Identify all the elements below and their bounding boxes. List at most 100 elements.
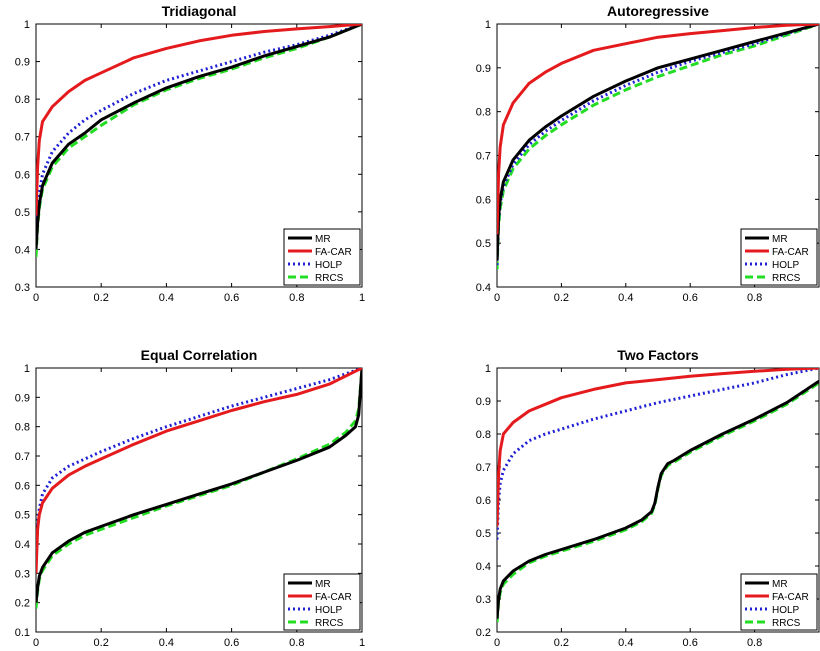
y-tick-label: 0.5 bbox=[476, 528, 491, 540]
y-tick-label: 0.5 bbox=[15, 207, 30, 219]
y-tick-label: 0.8 bbox=[476, 429, 491, 441]
plot-area bbox=[35, 367, 363, 633]
y-tick-label: 0.3 bbox=[476, 594, 491, 606]
x-tick-label: 0.8 bbox=[289, 637, 304, 649]
x-tick-label: 0.4 bbox=[159, 637, 174, 649]
chart-title: Autoregressive bbox=[607, 3, 709, 19]
legend-label: HOLP bbox=[772, 260, 800, 271]
series-line-rrcs bbox=[36, 24, 362, 257]
chart-title: Tridiagonal bbox=[162, 3, 237, 19]
y-tick-label: 0.9 bbox=[15, 392, 30, 404]
series-line-mr bbox=[497, 379, 819, 619]
legend: MR FA-CAR HOLP RRCS bbox=[740, 573, 818, 631]
legend-label: MR bbox=[772, 234, 788, 245]
series-line-fa-car bbox=[497, 24, 819, 235]
x-tick-label: 0.2 bbox=[94, 292, 109, 304]
legend-label: MR bbox=[315, 234, 331, 245]
y-tick-label: 0.1 bbox=[15, 627, 30, 639]
legend-label: FA-CAR bbox=[315, 592, 352, 603]
legend: MR FA-CAR HOLP RRCS bbox=[740, 228, 818, 286]
y-tick-label: 0.5 bbox=[15, 510, 30, 522]
x-tick-label: 0.4 bbox=[618, 637, 633, 649]
y-tick-label: 0.6 bbox=[15, 480, 30, 492]
x-tick-label: 1 bbox=[359, 292, 365, 304]
x-tick-label: 0 bbox=[494, 637, 500, 649]
y-tick-label: 0.7 bbox=[15, 132, 30, 144]
legend-label: MR bbox=[772, 579, 788, 590]
legend-label: RRCS bbox=[772, 618, 801, 629]
plot-area bbox=[35, 23, 363, 288]
chart-title: Equal Correlation bbox=[141, 347, 258, 363]
y-tick-label: 0.8 bbox=[476, 107, 491, 119]
y-tick-label: 0.7 bbox=[476, 462, 491, 474]
x-tick-label: 1 bbox=[359, 637, 365, 649]
series-line-mr bbox=[36, 368, 362, 603]
y-tick-label: 0.9 bbox=[476, 396, 491, 408]
chart-panel-2: Autoregressive 0 0.2 0.4 0.6 0.8 0.4 0.5 0.6 0.7 0… bbox=[476, 3, 820, 304]
legend-label: RRCS bbox=[315, 618, 344, 629]
legend: MR FA-CAR HOLP RRCS bbox=[283, 228, 361, 286]
y-tick-label: 0.8 bbox=[15, 94, 30, 106]
x-tick-label: 0.2 bbox=[554, 292, 569, 304]
x-tick-label: 0.2 bbox=[554, 637, 569, 649]
y-tick-label: 0.7 bbox=[15, 451, 30, 463]
y-tick-label: 0.4 bbox=[476, 561, 491, 573]
legend-label: HOLP bbox=[315, 260, 343, 271]
legend-label: FA-CAR bbox=[315, 247, 352, 258]
y-tick-label: 0.9 bbox=[476, 63, 491, 75]
series-line-fa-car bbox=[497, 368, 819, 527]
y-tick-label: 0.2 bbox=[476, 627, 491, 639]
x-tick-label: 0.6 bbox=[683, 292, 698, 304]
y-tick-label: 0.9 bbox=[15, 57, 30, 69]
series-line-fa-car bbox=[36, 368, 362, 574]
chart-title: Two Factors bbox=[617, 347, 699, 363]
y-tick-label: 0.4 bbox=[15, 244, 30, 256]
y-tick-label: 0.6 bbox=[476, 495, 491, 507]
y-tick-label: 1 bbox=[24, 19, 30, 31]
y-tick-label: 1 bbox=[485, 363, 491, 375]
legend-label: RRCS bbox=[315, 273, 344, 284]
chart-panel-1: Tridiagonal 0 0.2 0.4 0.6 0.8 1 0.3 0.4 0.5 0.6 0.7… bbox=[15, 3, 365, 304]
y-tick-label: 0.3 bbox=[15, 568, 30, 580]
series-line-rrcs bbox=[36, 368, 362, 609]
chart-panel-3: Equal Correlation 0 0.2 0.4 0.6 0.8 1 0.1 0.2 0.3… bbox=[15, 347, 365, 649]
x-tick-label: 0 bbox=[33, 292, 39, 304]
legend-label: FA-CAR bbox=[772, 592, 809, 603]
x-tick-label: 0 bbox=[33, 637, 39, 649]
y-tick-label: 0.8 bbox=[15, 422, 30, 434]
x-tick-label: 0.8 bbox=[747, 292, 762, 304]
y-tick-label: 0.4 bbox=[15, 539, 30, 551]
legend-label: FA-CAR bbox=[772, 247, 809, 258]
legend-label: HOLP bbox=[772, 605, 800, 616]
x-tick-label: 0.4 bbox=[618, 292, 633, 304]
series-line-fa-car bbox=[36, 24, 362, 216]
x-tick-label: 0.8 bbox=[289, 292, 304, 304]
series-line-mr bbox=[36, 24, 362, 250]
legend: MR FA-CAR HOLP RRCS bbox=[283, 573, 361, 631]
y-tick-label: 0.6 bbox=[15, 169, 30, 181]
y-tick-label: 1 bbox=[485, 19, 491, 31]
x-tick-label: 0.2 bbox=[94, 637, 109, 649]
y-tick-label: 0.7 bbox=[476, 151, 491, 163]
x-tick-label: 0.8 bbox=[747, 637, 762, 649]
x-tick-label: 0.6 bbox=[683, 637, 698, 649]
y-tick-label: 0.2 bbox=[15, 598, 30, 610]
series-line-mr bbox=[497, 24, 819, 261]
y-tick-label: 0.3 bbox=[15, 282, 30, 294]
x-tick-label: 0.4 bbox=[159, 292, 174, 304]
series-line-rrcs bbox=[497, 24, 819, 270]
x-tick-label: 0.6 bbox=[224, 292, 239, 304]
series-line-holp bbox=[36, 368, 362, 556]
y-tick-label: 1 bbox=[24, 363, 30, 375]
legend-label: RRCS bbox=[772, 273, 801, 284]
x-tick-label: 0.6 bbox=[224, 637, 239, 649]
series-line-holp bbox=[497, 368, 819, 540]
y-tick-label: 0.5 bbox=[476, 238, 491, 250]
legend-label: MR bbox=[315, 579, 331, 590]
legend-label: HOLP bbox=[315, 605, 343, 616]
y-tick-label: 0.4 bbox=[476, 282, 491, 294]
series-line-holp bbox=[36, 24, 362, 242]
x-tick-label: 0 bbox=[494, 292, 500, 304]
